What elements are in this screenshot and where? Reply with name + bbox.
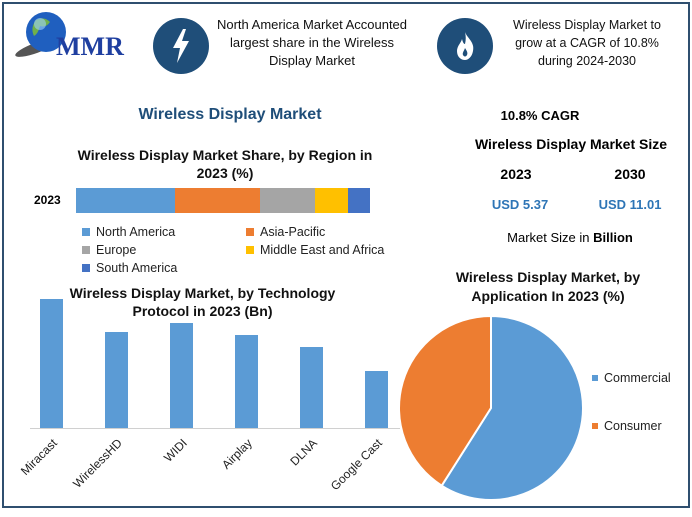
main-title: Wireless Display Market bbox=[138, 106, 322, 123]
header-right-text: Wireless Display Market to grow at a CAG… bbox=[513, 18, 661, 68]
pie-slice-consumer bbox=[398, 314, 492, 488]
tech-bar bbox=[105, 332, 128, 428]
cagr-label: 10.8% CAGR bbox=[500, 108, 580, 123]
unit-bold: Billion bbox=[593, 230, 633, 245]
region-segment-europe bbox=[260, 188, 315, 213]
pie-slice-commercial bbox=[440, 314, 584, 501]
lightning-icon bbox=[153, 18, 209, 74]
region-stacked-bar bbox=[76, 188, 370, 213]
legend-label: Europe bbox=[96, 243, 137, 257]
legend-swatch bbox=[592, 375, 598, 381]
legend-label: South America bbox=[96, 261, 178, 275]
value-2030: USD 11.01 bbox=[598, 197, 662, 212]
legend-swatch bbox=[82, 228, 90, 236]
region-segment-middle-east-and-africa bbox=[314, 188, 348, 213]
infographic-frame bbox=[2, 2, 690, 508]
legend-label: Commercial bbox=[604, 371, 671, 385]
legend-item: Asia-Pacific bbox=[246, 225, 325, 239]
legend-swatch bbox=[82, 246, 90, 254]
legend-swatch bbox=[246, 246, 254, 254]
region-category-label: 2023 bbox=[34, 193, 61, 207]
legend-swatch bbox=[592, 423, 598, 429]
legend-item: Middle East and Africa bbox=[246, 243, 384, 257]
legend-label: Asia-Pacific bbox=[260, 225, 326, 239]
region-segment-north-america bbox=[76, 188, 176, 213]
year-2030: 2030 bbox=[614, 166, 646, 182]
legend-label: Consumer bbox=[604, 419, 662, 433]
legend-swatch bbox=[246, 228, 254, 236]
tech-bar bbox=[170, 323, 193, 428]
tech-bar bbox=[40, 299, 63, 428]
application-pie bbox=[398, 314, 584, 501]
tech-bar bbox=[235, 335, 258, 428]
year-2023: 2023 bbox=[500, 166, 532, 182]
logo-text: MMR bbox=[56, 32, 124, 61]
tech-axis-line bbox=[30, 428, 400, 429]
flame-icon bbox=[437, 18, 493, 74]
pie-legend-item: Consumer bbox=[592, 419, 662, 433]
legend-swatch bbox=[82, 264, 90, 272]
logo: MMR bbox=[12, 8, 124, 64]
legend-label: Middle East and Africa bbox=[260, 243, 385, 257]
tech-bar bbox=[365, 371, 388, 428]
pie-legend-item: Commercial bbox=[592, 371, 671, 385]
market-size-title: Wireless Display Market Size bbox=[474, 136, 668, 152]
tech-chart-title: Wireless Display Market, by Technology P… bbox=[69, 285, 336, 319]
legend-item: Europe bbox=[82, 243, 136, 257]
legend-item: South America bbox=[82, 261, 177, 275]
region-segment-south-america bbox=[347, 188, 370, 213]
region-segment-asia-pacific bbox=[175, 188, 261, 213]
value-2023: USD 5.37 bbox=[491, 197, 549, 212]
header-left-text: North America Market Accounted largest s… bbox=[216, 17, 408, 68]
legend-item: North America bbox=[82, 225, 175, 239]
pie-chart-title: Wireless Display Market, by Application … bbox=[455, 269, 641, 304]
globe-logo-icon bbox=[15, 12, 66, 57]
unit-note: Market Size in Billion bbox=[500, 230, 640, 245]
legend-label: North America bbox=[96, 225, 176, 239]
region-chart-title: Wireless Display Market Share, by Region… bbox=[77, 147, 373, 181]
unit-prefix: Market Size in bbox=[507, 230, 594, 245]
tech-bar bbox=[300, 347, 323, 428]
